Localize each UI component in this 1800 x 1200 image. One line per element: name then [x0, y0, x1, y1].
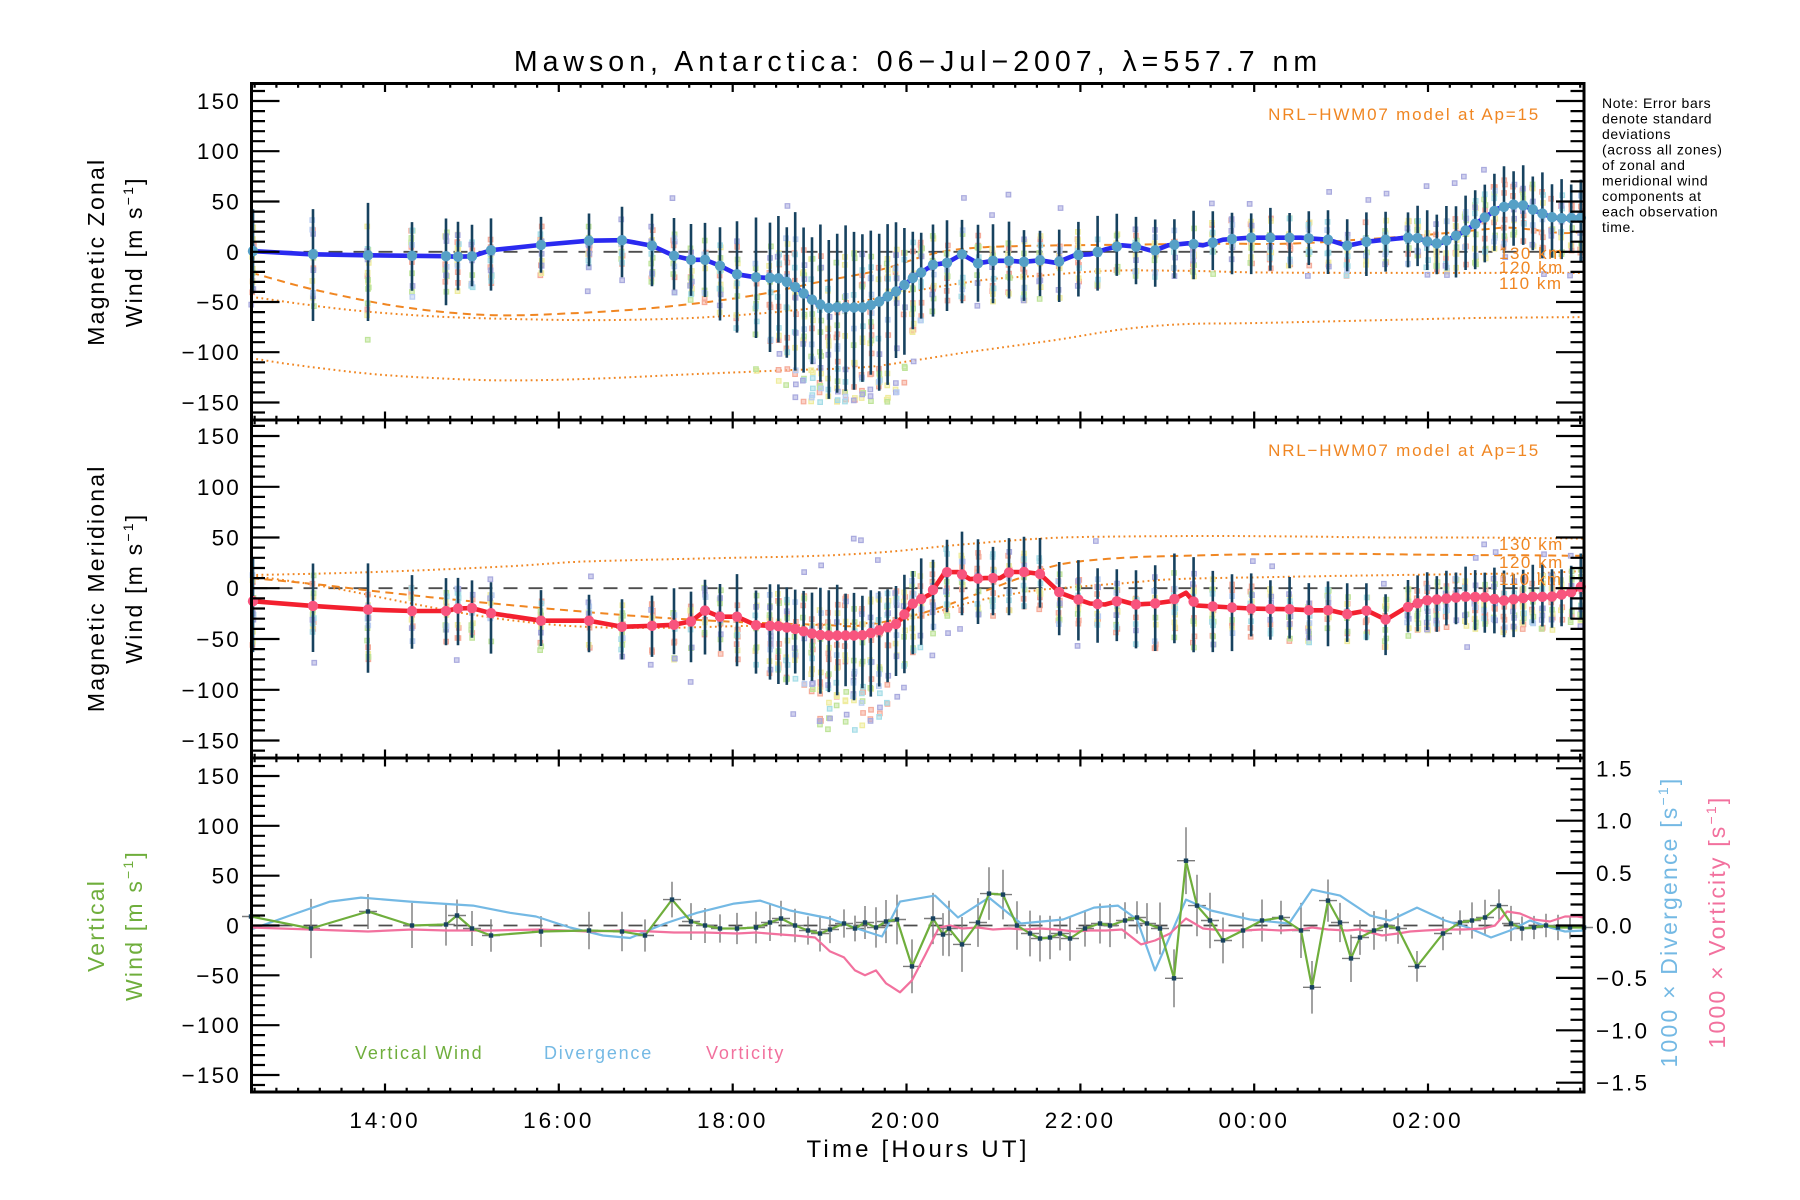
svg-text:Wind [m s−1]: Wind [m s−1] [120, 176, 147, 327]
svg-text:16:00: 16:00 [523, 1108, 594, 1133]
svg-text:−0.5: −0.5 [1596, 966, 1649, 991]
svg-text:−100: −100 [182, 340, 241, 365]
svg-text:denote standard: denote standard [1602, 111, 1712, 127]
svg-text:50: 50 [212, 190, 241, 215]
svg-text:100: 100 [197, 139, 241, 164]
svg-text:120 km: 120 km [1499, 553, 1564, 572]
svg-text:−150: −150 [182, 1063, 241, 1088]
svg-text:Vorticity: Vorticity [706, 1043, 785, 1063]
svg-text:50: 50 [212, 526, 241, 551]
svg-text:18:00: 18:00 [697, 1108, 768, 1133]
svg-text:130 km: 130 km [1499, 244, 1564, 263]
svg-text:0.5: 0.5 [1596, 861, 1634, 886]
svg-text:meridional wind: meridional wind [1602, 173, 1708, 189]
svg-text:1000 × Divergence [s−1]: 1000 × Divergence [s−1] [1655, 777, 1682, 1068]
svg-text:22:00: 22:00 [1045, 1108, 1116, 1133]
svg-text:14:00: 14:00 [349, 1108, 420, 1133]
svg-text:110 km: 110 km [1499, 570, 1563, 589]
svg-text:Divergence: Divergence [544, 1043, 653, 1063]
svg-text:0: 0 [226, 576, 241, 601]
svg-text:−1.5: −1.5 [1596, 1071, 1649, 1096]
svg-text:(across all zones): (across all zones) [1602, 142, 1723, 158]
svg-text:Vertical Wind: Vertical Wind [355, 1043, 483, 1063]
svg-text:50: 50 [212, 864, 241, 889]
svg-text:1.0: 1.0 [1596, 809, 1634, 834]
svg-text:1000 × Vorticity [s−1]: 1000 × Vorticity [s−1] [1703, 796, 1730, 1049]
svg-text:−100: −100 [182, 1013, 241, 1038]
svg-text:150: 150 [197, 424, 241, 449]
svg-text:120 km: 120 km [1499, 258, 1564, 277]
svg-text:02:00: 02:00 [1392, 1108, 1463, 1133]
svg-text:of zonal and: of zonal and [1602, 157, 1685, 173]
svg-text:Note: Error bars: Note: Error bars [1602, 95, 1711, 111]
svg-text:components at: components at [1602, 188, 1702, 204]
svg-text:00:00: 00:00 [1219, 1108, 1290, 1133]
svg-text:−50: −50 [196, 290, 241, 315]
svg-text:0.0: 0.0 [1596, 914, 1634, 939]
svg-text:−50: −50 [196, 963, 241, 988]
svg-text:NRL−HWM07 model at Ap=15: NRL−HWM07 model at Ap=15 [1268, 441, 1540, 460]
svg-text:−150: −150 [182, 391, 241, 416]
svg-text:100: 100 [197, 475, 241, 500]
svg-text:0: 0 [226, 914, 241, 939]
svg-text:130 km: 130 km [1499, 535, 1564, 554]
svg-text:time.: time. [1602, 219, 1635, 235]
svg-text:−150: −150 [182, 729, 241, 754]
svg-text:150: 150 [197, 89, 241, 114]
svg-text:0: 0 [226, 240, 241, 265]
svg-text:Magnetic Zonal: Magnetic Zonal [83, 158, 109, 346]
svg-text:Vertical: Vertical [83, 879, 109, 972]
svg-text:110 km: 110 km [1499, 274, 1563, 293]
svg-text:each observation: each observation [1602, 204, 1718, 220]
svg-text:100: 100 [197, 814, 241, 839]
svg-text:−50: −50 [196, 627, 241, 652]
svg-text:NRL−HWM07 model at Ap=15: NRL−HWM07 model at Ap=15 [1268, 105, 1540, 124]
svg-text:Mawson, Antarctica: 06−Jul−200: Mawson, Antarctica: 06−Jul−2007, λ=557.7… [514, 46, 1322, 78]
svg-text:Time [Hours UT]: Time [Hours UT] [806, 1136, 1029, 1163]
svg-text:−1.0: −1.0 [1596, 1018, 1649, 1043]
svg-text:1.5: 1.5 [1596, 756, 1634, 781]
svg-text:deviations: deviations [1602, 126, 1671, 142]
svg-text:−100: −100 [182, 678, 241, 703]
svg-text:20:00: 20:00 [871, 1108, 942, 1133]
svg-text:150: 150 [197, 764, 241, 789]
svg-text:Magnetic Meridional: Magnetic Meridional [83, 464, 109, 712]
